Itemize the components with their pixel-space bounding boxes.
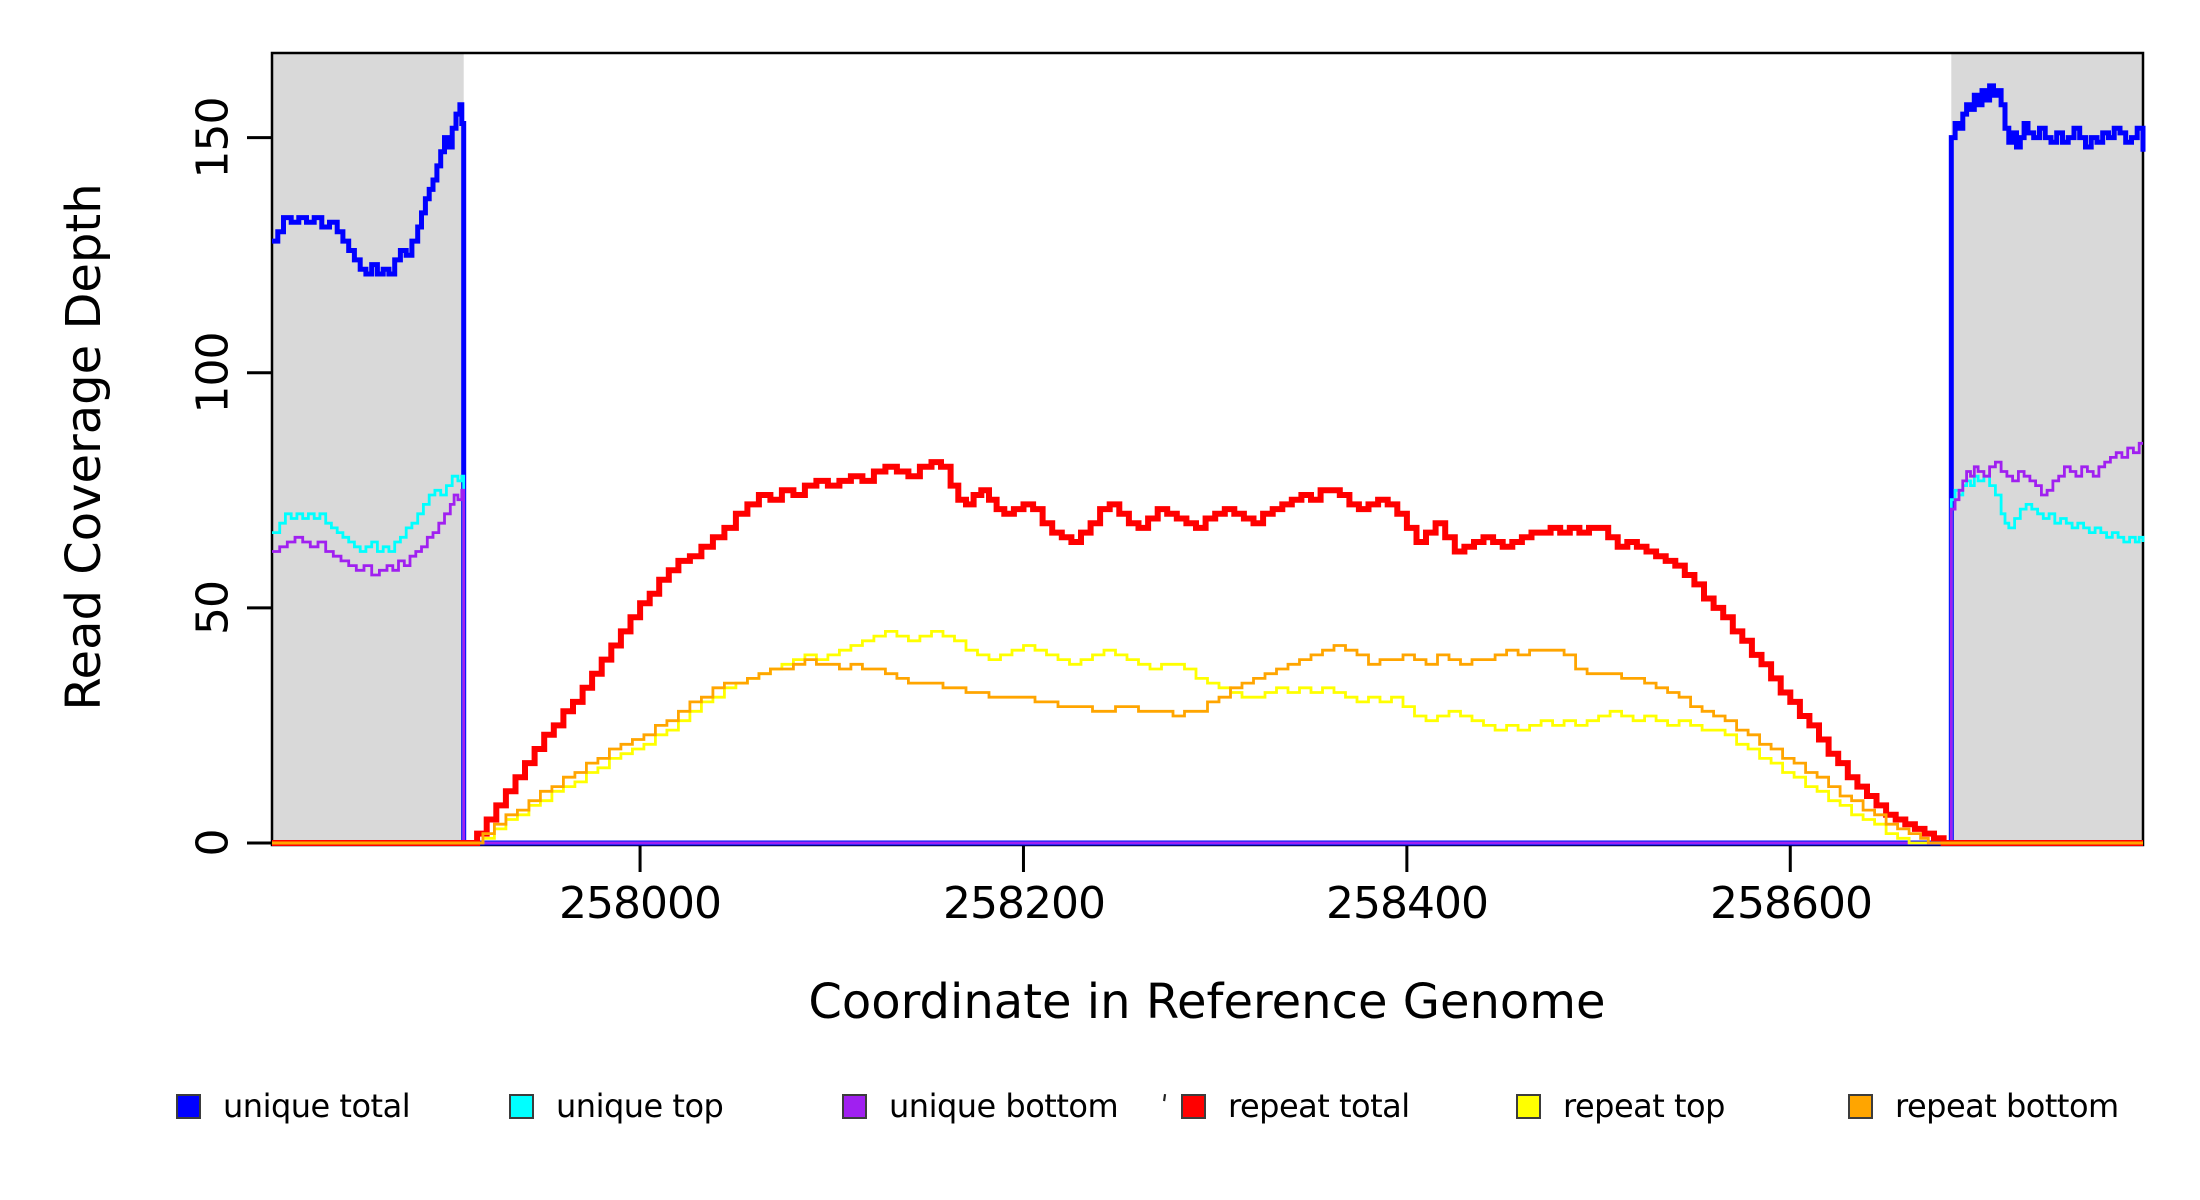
legend-item-repeat-bottom: repeat bottom	[1848, 1086, 2119, 1126]
y-tick-label-100: 100	[187, 332, 239, 414]
x-tick-label-258600: 258600	[1710, 878, 1873, 929]
y-axis-title: Read Coverage Depth	[56, 183, 112, 711]
x-tick-label-258200: 258200	[943, 878, 1106, 929]
x-axis-title: Coordinate in Reference Genome	[808, 974, 1606, 1030]
legend-swatch-unique-bottom	[842, 1093, 867, 1119]
legend-item-unique-total: unique total	[176, 1086, 411, 1126]
series-repeat-bottom	[272, 644, 2143, 845]
legend-swatch-unique-total	[176, 1093, 201, 1119]
series-repeat-total	[272, 459, 2143, 846]
legend-swatch-repeat-bottom	[1848, 1093, 1873, 1119]
shaded-region-1	[1951, 53, 2143, 845]
y-tick-label-150: 150	[187, 97, 239, 179]
y-tick-label-0: 0	[187, 829, 239, 857]
x-tick-label-258400: 258400	[1326, 878, 1489, 929]
series-unique-bottom	[272, 441, 2143, 845]
legend-label: repeat bottom	[1895, 1087, 2119, 1125]
legend-item-unique-top: unique top	[509, 1086, 724, 1126]
legend-label: repeat total	[1228, 1087, 1410, 1125]
legend-label: unique total	[223, 1087, 411, 1125]
legend-item-unique-bottom: unique bottom	[842, 1086, 1119, 1126]
series-unique-total	[272, 83, 2146, 846]
legend-label: repeat top	[1563, 1087, 1725, 1125]
legend-item-repeat-top: repeat top	[1516, 1086, 1725, 1126]
x-tick-label-258000: 258000	[559, 878, 722, 929]
legend-item-repeat-total: repeat total	[1181, 1086, 1410, 1126]
series-unique-top	[272, 474, 2145, 845]
legend-label: unique bottom	[889, 1087, 1119, 1125]
legend-label: unique top	[556, 1087, 724, 1125]
legend-swatch-unique-top	[509, 1093, 534, 1119]
legend-swatch-repeat-top	[1516, 1093, 1541, 1119]
legend-swatch-repeat-total	[1181, 1093, 1206, 1119]
series-repeat-top	[272, 630, 2143, 845]
y-tick-label-50: 50	[187, 581, 239, 635]
